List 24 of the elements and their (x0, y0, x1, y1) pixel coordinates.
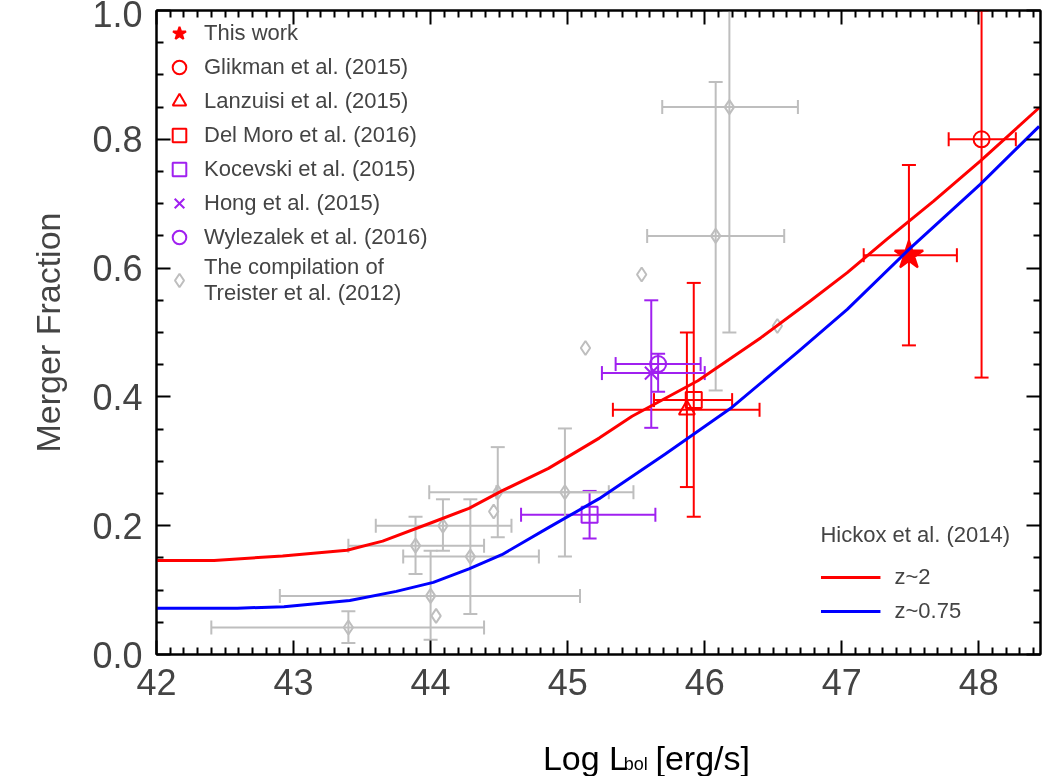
legend-label: The compilation of Treister et al. (2012) (204, 254, 402, 306)
legend-title: Hickox et al. (2014) (820, 522, 1010, 548)
legend-label: Kocevski et al. (2015) (204, 156, 416, 182)
x-tick-label: 44 (410, 661, 451, 703)
x-axis-title: Log Lbol [erg/s] (542, 738, 750, 776)
x-tick-label: 45 (547, 661, 588, 703)
legend-label: Lanzuisi et al. (2015) (204, 88, 409, 114)
y-tick-label: 0.6 (92, 248, 143, 290)
x-tick-label: 43 (273, 661, 314, 703)
legend-label: This work (204, 20, 299, 46)
x-tick-label: 48 (958, 661, 999, 703)
x-tick-label: 46 (684, 661, 725, 703)
y-tick-label: 0.2 (92, 505, 143, 547)
legend-label: Glikman et al. (2015) (204, 54, 409, 80)
legend-label: Wylezalek et al. (2016) (204, 224, 428, 250)
y-tick-label: 0.8 (92, 119, 143, 161)
legend-label: Del Moro et al. (2016) (204, 122, 417, 148)
legend-label: z~2 (894, 564, 931, 590)
x-tick-label: 47 (821, 661, 862, 703)
y-axis-title: Merger Fraction (29, 212, 68, 453)
y-tick-label: 0.4 (92, 376, 143, 418)
legend-label: Hong et al. (2015) (204, 190, 381, 216)
y-tick-label: 1.0 (92, 0, 143, 35)
legend-label: z~0.75 (894, 598, 962, 624)
